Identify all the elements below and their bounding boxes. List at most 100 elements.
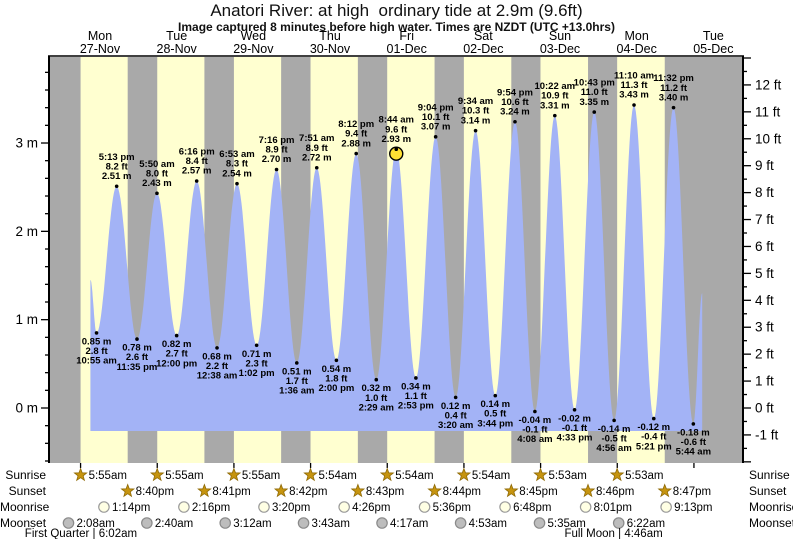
sunrise-time: 5:54am xyxy=(472,470,510,482)
moonset-icon xyxy=(297,517,310,529)
moonrise-icon xyxy=(98,501,110,513)
day-name-label: Fri xyxy=(399,29,414,43)
moon-phase-label: Full Moon | 4:46am xyxy=(564,528,662,539)
right-axis-label: 0 ft xyxy=(755,401,774,416)
left-axis-label: 2 m xyxy=(15,224,38,239)
low-tide-label: 0.68 m 2.2 ft 12:38 am xyxy=(197,351,238,381)
day-date-label: 29-Nov xyxy=(233,42,274,56)
tide-point xyxy=(235,181,239,186)
moonrise-time: 2:16pm xyxy=(192,502,230,514)
tide-point xyxy=(493,393,498,398)
sunrise-time: 5:54am xyxy=(395,470,433,482)
moonset-time: 4:17am xyxy=(390,518,428,530)
tide-point xyxy=(572,407,577,412)
moonrise-icon xyxy=(579,501,592,513)
low-tide-label: 0.14 m 0.5 ft 3:44 pm xyxy=(477,399,513,429)
moonset-time: 5:35am xyxy=(548,518,586,530)
low-tide-label: 0.12 m 0.4 ft 3:20 am xyxy=(438,401,473,431)
tide-point xyxy=(453,395,458,400)
high-tide-label: 7:16 pm 8.9 ft 2.70 m xyxy=(259,135,295,165)
sunset-icon xyxy=(350,483,366,498)
tide-point xyxy=(473,128,478,133)
day-date-label: 03-Dec xyxy=(540,42,580,56)
sunrise-time: 5:54am xyxy=(319,470,357,482)
moonset-time: 4:53am xyxy=(469,518,507,530)
tide-point xyxy=(194,179,199,183)
tide-point xyxy=(414,376,418,380)
moonrise-icon xyxy=(338,501,350,513)
high-tide-label: 9:04 pm 10.1 ft 3.07 m xyxy=(418,102,454,132)
sunset-time: 8:40pm xyxy=(136,486,174,498)
sunrise-time: 5:55am xyxy=(89,470,127,482)
sunrise-time: 5:55am xyxy=(165,470,203,482)
sunset-icon xyxy=(580,483,596,498)
low-tide-label: -0.04 m -0.1 ft 4:08 am xyxy=(517,415,552,445)
tide-point xyxy=(533,409,537,414)
high-tide-label: 10:43 pm 11.0 ft 3.35 m xyxy=(574,78,615,108)
sunset-time: 8:44pm xyxy=(443,486,481,498)
high-tide-label: 11:32 pm 11.2 ft 3.40 m xyxy=(653,73,694,103)
low-tide-label: -0.12 m -0.4 ft 5:21 pm xyxy=(636,422,672,452)
day-date-label: 28-Nov xyxy=(157,42,198,56)
right-axis-label: 7 ft xyxy=(755,212,774,227)
tide-point xyxy=(592,110,597,114)
sunset-time: 8:47pm xyxy=(673,486,711,498)
sunrise-time: 5:53am xyxy=(625,470,663,482)
tide-point xyxy=(254,343,259,348)
day-name-label: Wed xyxy=(241,29,267,43)
high-tide-label: 10:22 am 10.9 ft 3.31 m xyxy=(534,81,575,111)
sunset-time: 8:46pm xyxy=(596,486,634,498)
moonrise-time: 3:20pm xyxy=(272,502,310,514)
sunrise-time: 5:55am xyxy=(242,470,280,482)
day-name-label: Sun xyxy=(549,29,571,43)
moonrise-time: 8:01pm xyxy=(594,502,632,514)
low-tide-label: 0.82 m 2.7 ft 12:00 pm xyxy=(156,339,197,369)
page-title: Anatori River: at high ordinary tide at … xyxy=(210,1,583,20)
sunrise-icon xyxy=(226,467,242,482)
day-name-label: Thu xyxy=(319,29,341,43)
sunset-icon xyxy=(273,483,289,498)
moonset-time: 2:40am xyxy=(155,518,193,530)
high-tide-label: 8:12 pm 9.4 ft 2.88 m xyxy=(338,119,374,149)
moonrise-icon xyxy=(258,501,270,513)
sunrise-icon xyxy=(303,467,318,482)
sunset-row-label-right: Sunset xyxy=(749,484,787,498)
right-axis-label: 1 ft xyxy=(755,374,774,389)
sunset-time: 8:45pm xyxy=(519,486,557,498)
moonset-icon xyxy=(62,517,75,529)
high-tide-label: 5:50 am 8.0 ft 2.43 m xyxy=(139,159,174,189)
moonset-icon xyxy=(612,517,625,529)
high-tide-label: 9:34 am 10.3 ft 3.14 m xyxy=(458,96,493,126)
moonset-icon xyxy=(454,517,467,529)
tide-point xyxy=(215,346,219,350)
moonrise-row-label-right: Moonrise xyxy=(749,500,793,514)
tide-point xyxy=(433,135,438,139)
tide-point xyxy=(374,377,379,382)
tide-point xyxy=(314,165,319,170)
tide-point xyxy=(553,113,557,118)
moonrise-time: 1:14pm xyxy=(112,502,150,514)
right-axis-label: 4 ft xyxy=(755,293,774,308)
right-axis-label: 8 ft xyxy=(755,185,774,200)
day-name-label: Sat xyxy=(474,29,493,43)
low-tide-label: 0.51 m 1.7 ft 1:36 am xyxy=(279,366,314,396)
sunrise-time: 5:53am xyxy=(548,470,586,482)
moonset-time: 3:43am xyxy=(312,518,350,530)
current-time-marker xyxy=(389,146,404,161)
moonrise-icon xyxy=(499,501,511,513)
day-date-label: 30-Nov xyxy=(310,42,351,56)
left-axis-label: 0 m xyxy=(15,401,38,416)
low-tide-label: 0.34 m 1.1 ft 2:53 pm xyxy=(398,381,434,411)
moonrise-time: 6:48pm xyxy=(513,502,551,514)
right-axis-label: 9 ft xyxy=(755,158,774,173)
tide-point xyxy=(294,361,299,365)
tide-point xyxy=(671,105,676,110)
low-tide-label: 0.54 m 1.8 ft 2:00 pm xyxy=(318,364,354,394)
moonset-row-label-left: Moonset xyxy=(0,516,47,530)
sunset-icon xyxy=(657,483,673,498)
tide-point xyxy=(354,151,359,156)
right-axis-label: 3 ft xyxy=(755,320,774,335)
tide-point xyxy=(691,422,696,426)
sunset-row-label-left: Sunset xyxy=(8,484,46,498)
